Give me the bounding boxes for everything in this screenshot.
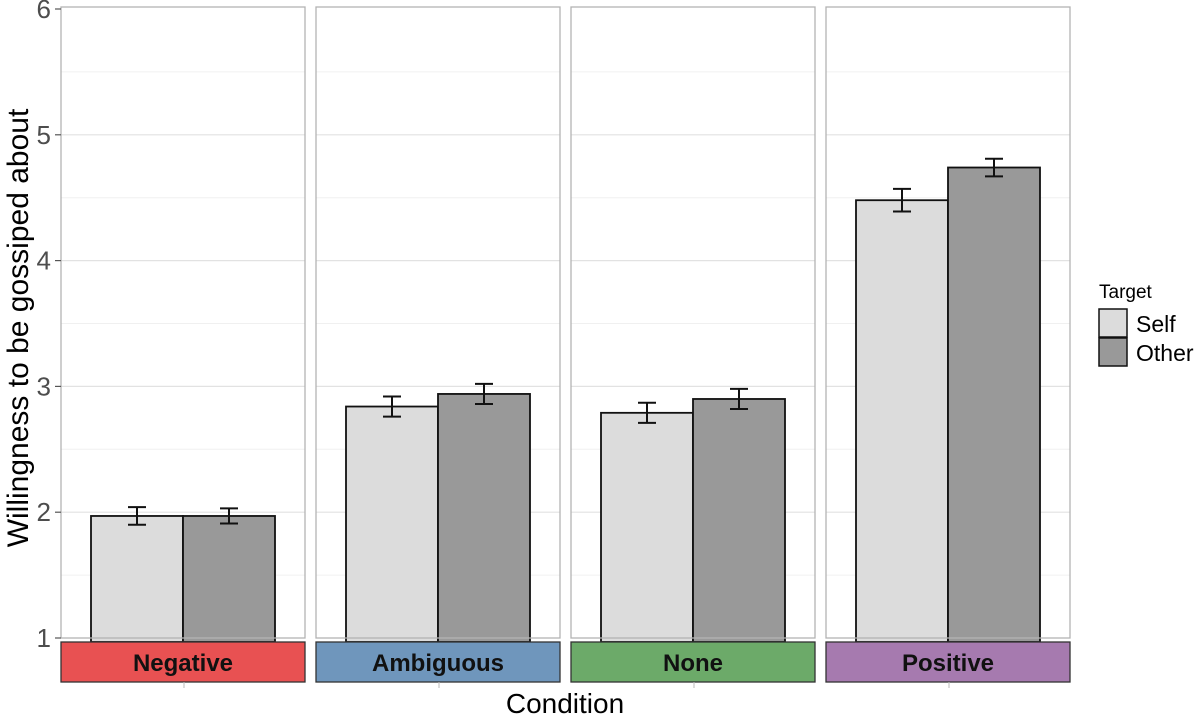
legend-key-self	[1098, 308, 1128, 338]
strip-label-none: None	[663, 650, 723, 677]
y-tick-label: 5	[37, 120, 51, 150]
error-bar-other-ambiguous	[475, 382, 493, 406]
strip-negative	[60, 641, 306, 683]
y-tick-label: 6	[37, 0, 51, 24]
panel-border	[825, 6, 1071, 639]
error-bar-other-negative	[220, 507, 238, 525]
facet-panel-negative: Negative	[60, 6, 306, 688]
error-bar-self-none	[638, 401, 656, 424]
y-axis-title: Willingness to be gossiped about	[2, 108, 35, 547]
facet-panels: Negative Ambiguous None Positive	[60, 6, 1071, 688]
y-tick-label: 3	[37, 371, 51, 401]
bar-self-positive	[855, 199, 949, 643]
legend-label-other: Other	[1136, 340, 1194, 366]
facet-panel-none: None	[570, 6, 816, 688]
strip-positive	[825, 641, 1071, 683]
legend-label-self: Self	[1136, 311, 1176, 337]
strip-label-positive: Positive	[902, 650, 994, 677]
error-bar-self-ambiguous	[383, 395, 401, 418]
facet-panel-positive: Positive	[825, 6, 1071, 688]
y-tick-label: 1	[37, 623, 51, 653]
y-tick-label: 2	[37, 497, 51, 527]
bar-self-none	[600, 411, 694, 643]
panel-border	[570, 6, 816, 639]
error-bar-other-none	[730, 387, 748, 411]
bar-self-ambiguous	[345, 405, 439, 643]
legend-key-other	[1098, 337, 1128, 367]
strip-none	[570, 641, 816, 683]
bar-other-positive	[947, 166, 1041, 643]
bar-self-negative	[90, 515, 184, 643]
legend-title: Target	[1099, 282, 1153, 303]
bar-other-negative	[182, 515, 276, 643]
panel-border	[315, 6, 561, 639]
strip-label-ambiguous: Ambiguous	[372, 650, 504, 677]
strip-label-negative: Negative	[133, 650, 233, 677]
bar-other-ambiguous	[437, 393, 531, 643]
y-tick-label: 4	[37, 246, 51, 276]
y-axis: 1 2 3 4 5 6	[37, 0, 61, 653]
error-bar-self-negative	[128, 506, 146, 526]
x-axis-title: Condition	[506, 688, 624, 718]
panel-border	[60, 6, 306, 639]
error-bar-other-positive	[985, 157, 1003, 178]
bar-other-none	[692, 398, 786, 643]
legend: Target Self Other	[1098, 282, 1194, 367]
strip-ambiguous	[315, 641, 561, 683]
error-bar-self-positive	[893, 187, 911, 213]
facet-panel-ambiguous: Ambiguous	[315, 6, 561, 688]
